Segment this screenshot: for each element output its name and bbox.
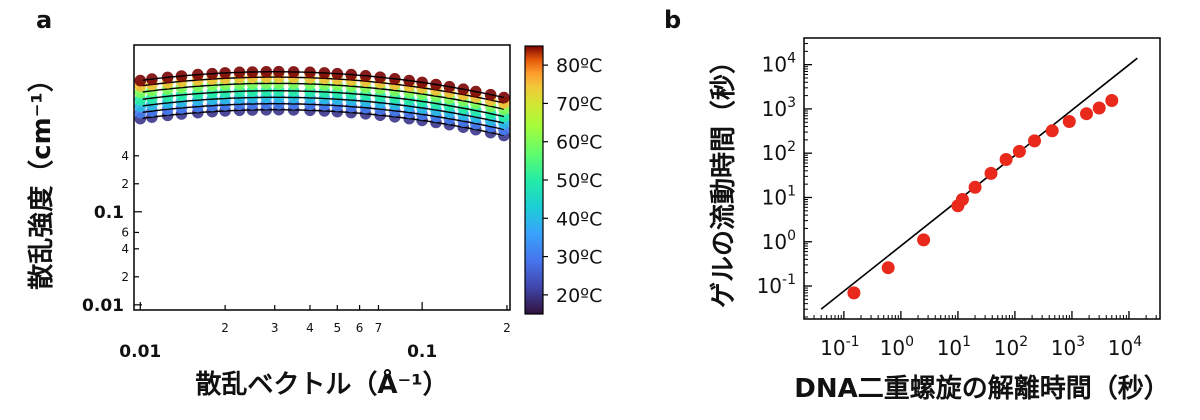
- panel-a-y-tick-label-2: 4: [121, 242, 129, 256]
- panel-a-fit-line-2: [142, 96, 505, 124]
- panel-a-y-tick-label-5: 2: [121, 177, 129, 191]
- panel-b-x-axis-label: DNA二重螺旋の解離時間（秒）: [794, 373, 1169, 404]
- panel-b-x-tick-label-5: 104: [1108, 334, 1142, 360]
- colorbar-tick-label-4: 60ºC: [556, 132, 602, 154]
- panel-b-point-1: [881, 261, 895, 275]
- panel-a-marks: [134, 65, 510, 142]
- panel-b-point-14: [1105, 94, 1119, 107]
- panel-b-point-0: [847, 286, 861, 300]
- panel-b-y-tick-label-1: 100: [762, 228, 796, 254]
- panel-a-fit-line-6: [142, 71, 505, 99]
- colorbar-tick-label-6: 80ºC: [556, 55, 602, 77]
- panel-b-y-tick-label-3: 102: [762, 139, 796, 165]
- panel-a-fit-line-1: [142, 103, 505, 131]
- panel-a-y-tick-label-4: 0.1: [94, 203, 124, 223]
- panel-a-fit-line-3: [142, 90, 505, 118]
- panel-a-y-tick-label-1: 2: [121, 270, 129, 284]
- panel-a-x-tick-label-2: 3: [271, 321, 279, 335]
- panel-a-x-tick-label-0: 0.01: [119, 342, 161, 362]
- colorbar-tick-label-3: 50ºC: [556, 170, 602, 192]
- panel-b-x-tick-label-4: 103: [1051, 334, 1085, 360]
- panel-b-chart: 10-1 100 101 102 103 104 10-1 100 101 102 103 104 D…: [709, 37, 1170, 404]
- colorbar: [524, 45, 544, 315]
- panel-b-y-tick-label-0: 10-1: [757, 272, 796, 298]
- colorbar-tick-label-0: 20ºC: [556, 285, 602, 307]
- panel-b-x-tick-label-0: 10-1: [820, 334, 859, 360]
- panel-b-x-tick-label-2: 101: [937, 334, 971, 360]
- panel-a-x-tick-label-6: 7: [375, 321, 383, 335]
- panel-a-y-axis-label: 散乱強度（cm⁻¹）: [26, 66, 57, 290]
- panel-b-y-tick-label-2: 101: [762, 183, 796, 209]
- panel-b-point-10: [1045, 124, 1059, 138]
- panel-b-point-5: [968, 180, 982, 194]
- panel-label-a: a: [36, 6, 52, 34]
- panel-b-y-tick-label-5: 104: [762, 51, 796, 77]
- panel-a-fit-line-0: [142, 109, 505, 137]
- panel-a-x-tick-label-1: 2: [221, 321, 229, 335]
- panel-b-y-tick-label-4: 103: [762, 95, 796, 121]
- panel-a-x-tick-label-5: 6: [356, 321, 364, 335]
- panel-a-x-tick-label-3: 4: [306, 321, 314, 335]
- panel-b-point-4: [955, 193, 969, 206]
- panel-a-y-tick-label-0: 0.01: [82, 296, 124, 316]
- panel-b-y-axis-label: ゲルの流動時間（秒）: [709, 48, 739, 308]
- panel-a-y-tick-label-3: 6: [121, 225, 129, 239]
- panel-b-x-tick-label-1: 100: [880, 334, 914, 360]
- colorbar-tick-label-2: 40ºC: [556, 208, 602, 230]
- panel-a-fit-line-4: [142, 82, 505, 110]
- panel-b-point-12: [1080, 107, 1093, 121]
- panel-a-frame: [133, 44, 511, 311]
- panel-b-point-13: [1092, 101, 1106, 115]
- panel-b-point-6: [984, 166, 998, 180]
- panel-b-point-8: [1012, 144, 1026, 158]
- panel-b-marks: [820, 57, 1138, 310]
- panel-b-point-7: [999, 153, 1013, 166]
- panel-b-point-9: [1028, 134, 1041, 148]
- panel-b-x-tick-label-3: 102: [994, 334, 1028, 360]
- colorbar-tick-label-1: 30ºC: [556, 247, 602, 269]
- colorbar-ticks: 20ºC 30ºC 40ºC 50ºC 60ºC 70ºC 80ºC: [543, 55, 602, 307]
- panel-label-b: b: [664, 6, 681, 34]
- colorbar-tick-label-5: 70ºC: [556, 93, 602, 115]
- panel-a-x-tick-label-7: 0.1: [407, 342, 437, 362]
- panel-b-frame: [803, 37, 1161, 320]
- panel-a-point-s6-0: [134, 74, 147, 87]
- panel-a-x-tick-label-8: 2: [503, 321, 511, 335]
- panel-a-x-tick-label-4: 5: [333, 321, 341, 335]
- panel-b-ticks: 10-1 100 101 102 103 104 10-1 100 101 102 103 104: [757, 43, 1157, 360]
- panel-b-point-2: [917, 233, 931, 247]
- panel-b-point-11: [1062, 115, 1076, 128]
- panel-a-x-axis-label: 散乱ベクトル（Å⁻¹）: [195, 368, 448, 400]
- panel-a-y-tick-label-6: 4: [121, 149, 129, 163]
